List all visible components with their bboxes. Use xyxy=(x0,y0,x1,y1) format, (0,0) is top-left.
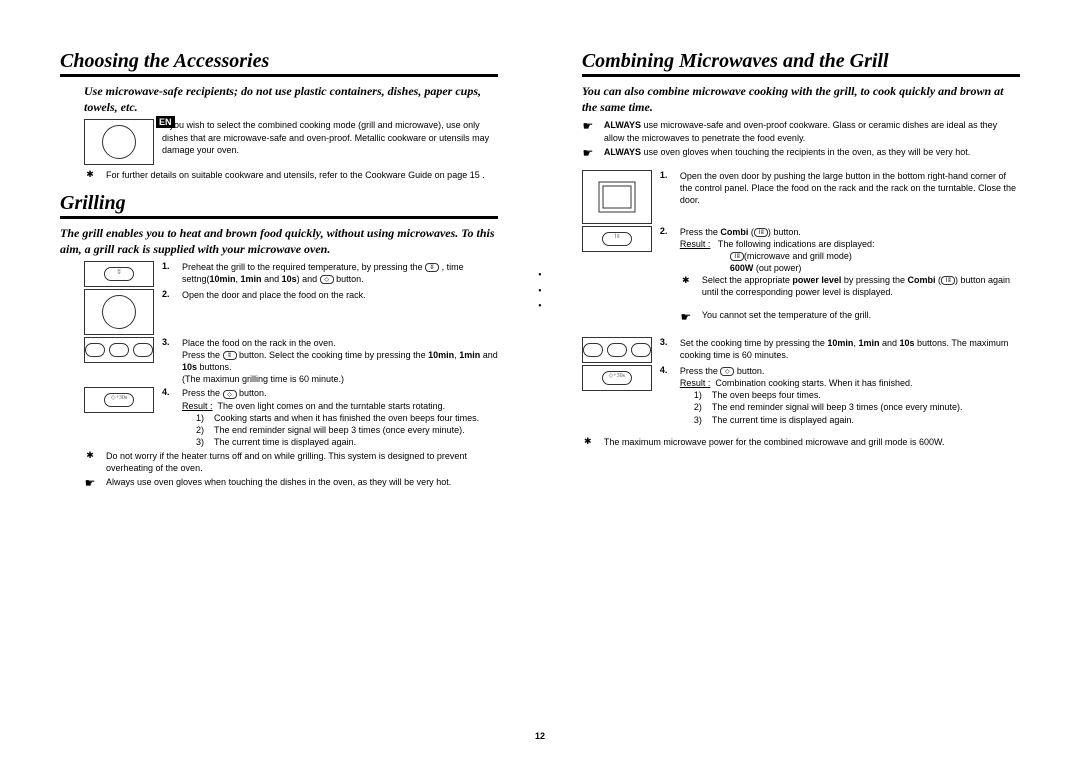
lang-badge: EN xyxy=(156,116,175,128)
step-number: 4. xyxy=(660,365,672,426)
thumb-start: ◇+30s xyxy=(582,365,652,391)
intro-text: You can also combine microwave cooking w… xyxy=(582,83,1020,115)
section-accessories: Choosing the Accessories Use microwave-s… xyxy=(60,50,498,184)
combi-icon: ⌇ʬ xyxy=(754,228,768,237)
column-divider: ••• xyxy=(538,50,542,492)
divider xyxy=(60,216,498,219)
section-title: Combining Microwaves and the Grill xyxy=(582,50,1020,73)
step-text: Open the oven door by pushing the large … xyxy=(680,170,1020,224)
grill-icon: ʬ xyxy=(223,351,237,360)
divider xyxy=(60,74,498,77)
start-icon: ◇ xyxy=(320,275,334,284)
intro-text: Use microwave-safe recipients; do not us… xyxy=(84,83,498,115)
body-text: If you wish to select the combined cooki… xyxy=(162,119,498,165)
step-text: Place the food on the rack in the oven. … xyxy=(182,337,498,386)
step-number: 2. xyxy=(162,289,174,335)
thumb-buttons xyxy=(84,337,154,363)
step-number: 4. xyxy=(162,387,174,448)
step-text: Set the cooking time by pressing the 10m… xyxy=(680,337,1020,363)
right-column: Combining Microwaves and the Grill You c… xyxy=(582,50,1020,492)
step-number: 1. xyxy=(660,170,672,224)
note-text: For further details on suitable cookware… xyxy=(106,169,485,181)
left-column: Choosing the Accessories Use microwave-s… xyxy=(60,50,498,492)
section-title: Grilling xyxy=(60,192,498,215)
star-icon xyxy=(582,436,594,448)
step-text: Press the ◇ button. Result : Combination… xyxy=(680,365,1020,426)
thumb-start: ◇+30s xyxy=(84,387,154,413)
grill-icon: ʬ xyxy=(425,263,439,272)
step-number: 1. xyxy=(162,261,174,287)
step-number: 2. xyxy=(660,226,672,327)
star-icon xyxy=(84,450,96,474)
combi-icon: ⌇ʬ xyxy=(941,276,955,285)
footnote: The maximum microwave power for the comb… xyxy=(604,436,945,448)
step-text: Preheat the grill to the required temper… xyxy=(182,261,498,287)
thumb-buttons xyxy=(582,337,652,363)
tip-text: ALWAYS use microwave-safe and oven-proof… xyxy=(604,119,1020,143)
page: Choosing the Accessories Use microwave-s… xyxy=(0,0,1080,512)
hand-icon xyxy=(582,119,594,143)
intro-text: The grill enables you to heat and brown … xyxy=(60,225,498,257)
page-number: 12 xyxy=(0,731,1080,741)
star-icon xyxy=(84,169,96,181)
thumb-combi: ⌇ʬ xyxy=(582,226,652,252)
note-text: Do not worry if the heater turns off and… xyxy=(106,450,498,474)
hand-icon xyxy=(680,309,692,326)
combi-icon: ⌇ʬ xyxy=(730,252,744,261)
section-grilling: Grilling The grill enables you to heat a… xyxy=(60,192,498,493)
thumb-dish xyxy=(84,119,154,165)
thumb-dish xyxy=(84,289,154,335)
thumb-oven xyxy=(582,170,652,224)
note-text: Always use oven gloves when touching the… xyxy=(106,476,451,490)
tip-text: ALWAYS use oven gloves when touching the… xyxy=(604,146,970,160)
start-icon: ◇ xyxy=(223,390,237,399)
thumb-display: ʬ xyxy=(84,261,154,287)
section-title: Choosing the Accessories xyxy=(60,50,498,73)
divider xyxy=(582,74,1020,77)
step-text: Press the Combi (⌇ʬ) button. Result : Th… xyxy=(680,226,1020,327)
step-number: 3. xyxy=(162,337,174,386)
star-icon xyxy=(680,274,692,298)
hand-icon xyxy=(582,146,594,160)
hand-icon xyxy=(84,476,96,490)
step-text: Press the ◇ button. Result : The oven li… xyxy=(182,387,498,448)
step-text: Open the door and place the food on the … xyxy=(182,289,498,335)
start-icon: ◇ xyxy=(720,367,734,376)
step-number: 3. xyxy=(660,337,672,363)
